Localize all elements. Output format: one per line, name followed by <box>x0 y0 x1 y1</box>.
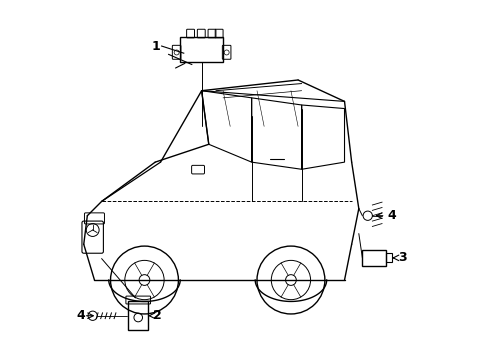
Text: 1: 1 <box>151 40 160 53</box>
Text: 3: 3 <box>397 251 406 264</box>
Text: 4: 4 <box>386 209 395 222</box>
Text: 4: 4 <box>77 309 85 322</box>
Text: 2: 2 <box>153 309 162 322</box>
